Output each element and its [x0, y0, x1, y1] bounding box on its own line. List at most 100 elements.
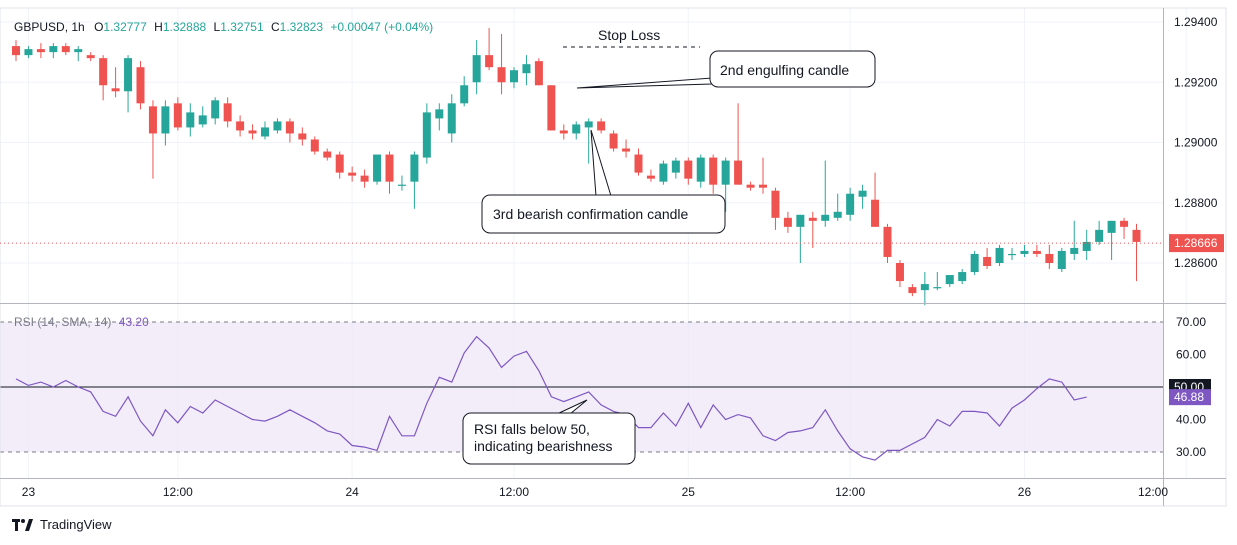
interval-label[interactable]: 1h [71, 20, 85, 34]
candle-body [646, 175, 655, 179]
candle-body [609, 133, 618, 149]
candle-body [1120, 220, 1129, 227]
time-tick-label: 23 [22, 485, 36, 499]
candle [261, 121, 269, 140]
rsi-legend[interactable]: RSI (14, SMA, 14) 43.20 [14, 315, 149, 329]
candle [410, 151, 419, 209]
current-price-label: 1.28666 [1174, 236, 1218, 250]
candle [373, 154, 382, 185]
candle-body [597, 121, 606, 131]
candle-body [995, 247, 1004, 263]
candle [273, 118, 282, 134]
candle [186, 103, 195, 137]
candle-body [86, 55, 95, 59]
candle-body [1032, 250, 1041, 254]
candle [1020, 244, 1029, 257]
candle [198, 106, 207, 128]
rsi-line [15, 335, 1087, 461]
candle [1095, 220, 1104, 245]
candle [908, 284, 917, 297]
chart-frame [0, 7, 1227, 507]
rsi-legend-value: 43.20 [118, 315, 149, 329]
candle-body [335, 154, 344, 173]
candle-body [945, 275, 954, 285]
candle [385, 151, 394, 194]
candle-body [858, 190, 867, 197]
candle [1132, 223, 1141, 282]
candle-body [236, 121, 245, 131]
candle-body [1045, 253, 1054, 263]
candle-body [547, 85, 556, 131]
candle [634, 148, 643, 176]
candle [161, 100, 170, 146]
candle-body [759, 184, 767, 188]
candle [124, 55, 133, 113]
rsi-note-line-1: RSI falls below 50, [474, 421, 590, 437]
candle-body [1132, 229, 1141, 242]
time-tick-label: 26 [1018, 485, 1032, 499]
candle-body [261, 127, 269, 137]
candle [335, 151, 344, 179]
candle [460, 76, 469, 107]
candle [285, 118, 294, 143]
candle [696, 154, 705, 188]
candle-body [323, 151, 332, 158]
tradingview-logo-icon [12, 518, 33, 531]
engulfing-callout-text: 2nd engulfing candle [720, 62, 849, 78]
candle-body [771, 190, 780, 218]
candle [61, 43, 70, 56]
candle [522, 55, 531, 86]
candle [422, 103, 431, 164]
time-tick-label: 24 [345, 485, 359, 499]
candle-body [734, 160, 743, 185]
candle-body [970, 253, 979, 273]
rsi-tick-label: 40.00 [1176, 413, 1206, 427]
open-label: O [94, 20, 104, 34]
symbol-name[interactable]: GBPUSD [14, 20, 65, 34]
candle-body [24, 49, 33, 56]
candle-body [833, 211, 842, 218]
candle [485, 28, 494, 71]
candle-body [61, 46, 70, 53]
candle [497, 34, 506, 95]
candle [771, 187, 780, 230]
candle-body [510, 70, 518, 83]
candle-body [1057, 250, 1066, 270]
candle [12, 40, 20, 62]
candle-body [634, 154, 643, 173]
candle [783, 211, 792, 233]
time-tick-label: 12:00 [499, 485, 529, 499]
candle-body [298, 133, 307, 140]
symbol-header: GBPUSD, 1h O1.32777 H1.32888 L1.32751 C1… [14, 20, 434, 34]
candle [920, 272, 929, 306]
engulfing-callout-box [709, 50, 876, 88]
candle-body [821, 214, 830, 221]
candle [759, 157, 767, 194]
candle-body [584, 121, 593, 128]
candle [435, 103, 444, 131]
candle [148, 100, 157, 179]
candle-body [659, 163, 668, 182]
axes-layer: 1.29400 1.29200 1.29000 1.28800 1.28600 23 12:… [0, 7, 1227, 507]
candle [559, 124, 568, 140]
candle [86, 52, 95, 62]
candle-body [186, 112, 195, 128]
brand-name: TradingView [40, 517, 112, 532]
candle-body [895, 263, 904, 282]
price-tick-label: 1.28600 [1174, 256, 1218, 270]
candle-body [721, 160, 730, 185]
candle-body [460, 85, 469, 104]
candle-body [447, 103, 456, 134]
candle [111, 67, 120, 98]
candle-body [908, 287, 917, 294]
candle-body [497, 67, 506, 83]
candle-body [310, 139, 319, 152]
candle-body [124, 58, 133, 92]
candle-body [746, 184, 755, 188]
candle-body [846, 193, 855, 215]
brand[interactable]: TradingView [12, 517, 112, 532]
candle [323, 148, 332, 161]
rsi-tick-label: 70.00 [1176, 315, 1206, 329]
time-tick-label: 12:00 [1138, 485, 1168, 499]
